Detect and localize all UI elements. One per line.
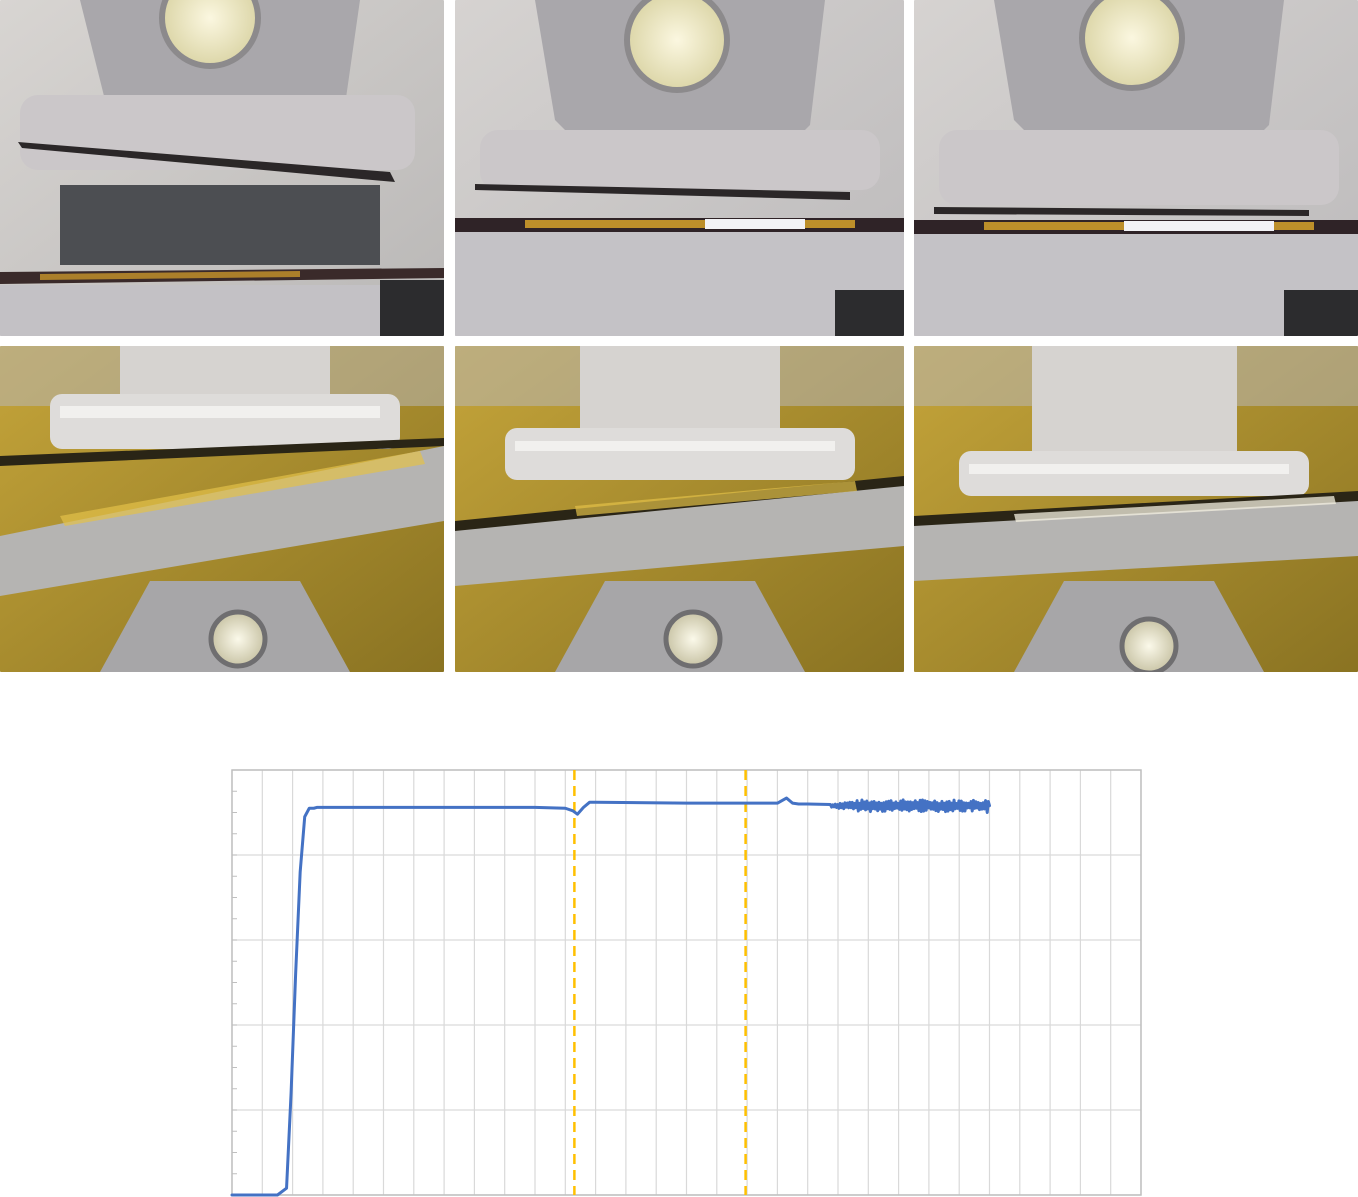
photo-angled-view-pressed: [914, 346, 1358, 672]
photo-side-view-contact: [455, 0, 904, 336]
photo-grid: [0, 0, 1358, 672]
chart-svg: [230, 769, 1142, 1197]
series-line: [230, 796, 991, 1197]
plot-frame: [231, 769, 1142, 1196]
photo-angled-view-contact: [455, 346, 904, 672]
photo-angled-view-separated: [0, 346, 444, 672]
photo-side-view-separated: [0, 0, 444, 336]
photo-side-view-pressed: [914, 0, 1358, 336]
force-chart: [230, 768, 1143, 1197]
